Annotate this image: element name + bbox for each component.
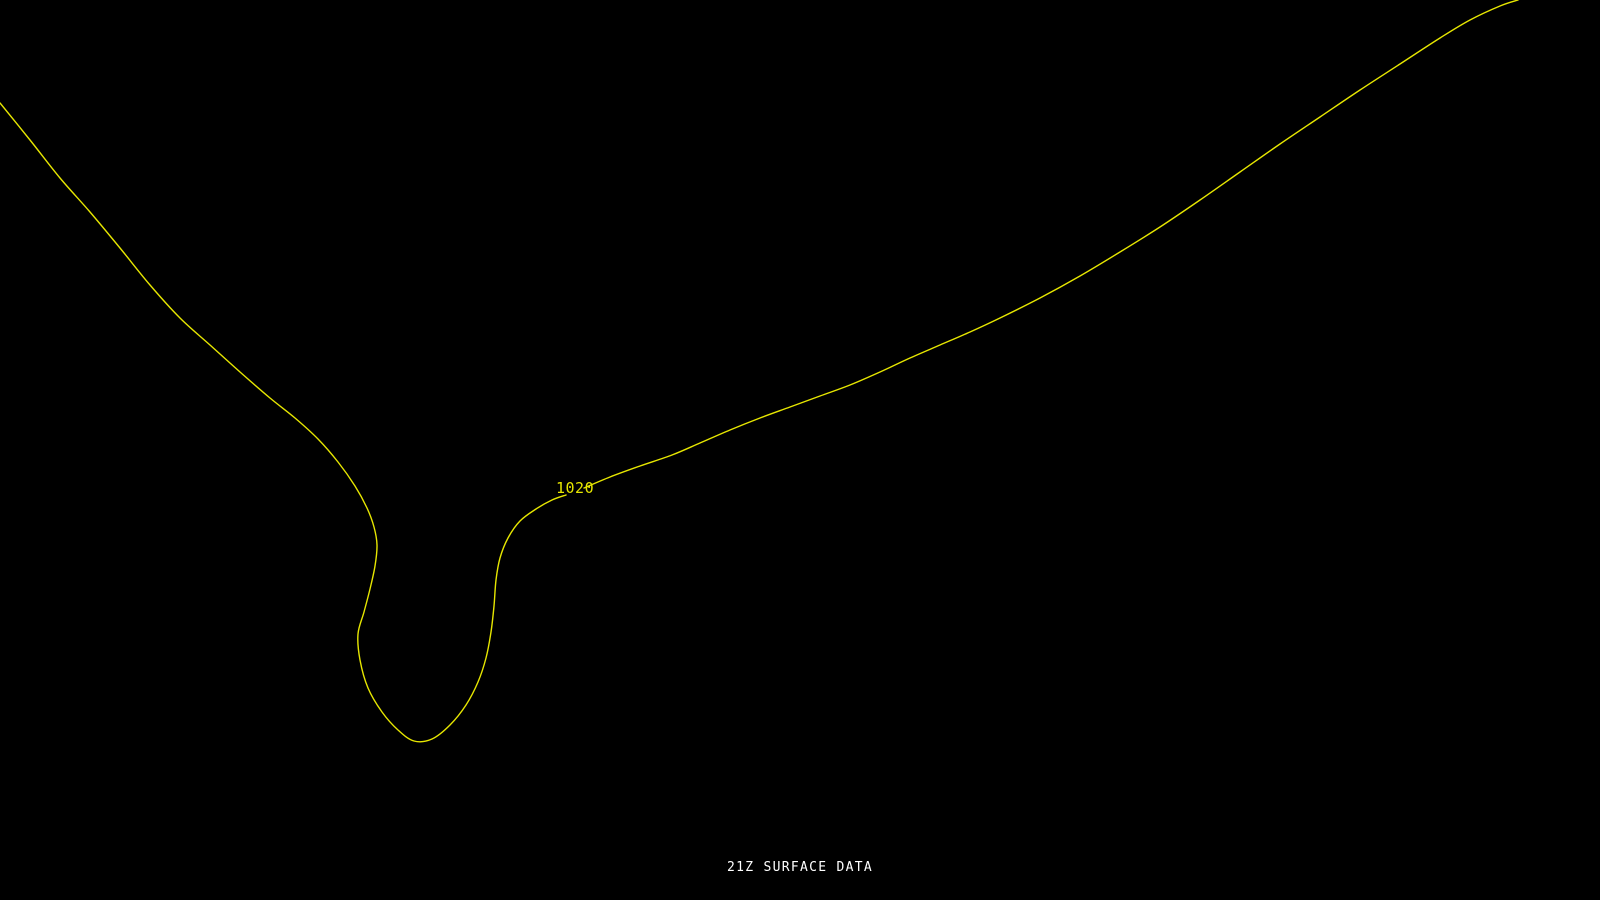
- isobar-label-1020: 1020: [556, 479, 595, 497]
- footer-caption: 21Z SURFACE DATA: [726, 860, 874, 875]
- isobar-1020-segment-right: [583, 0, 1519, 489]
- isobar-1020-segment-left: [0, 102, 567, 743]
